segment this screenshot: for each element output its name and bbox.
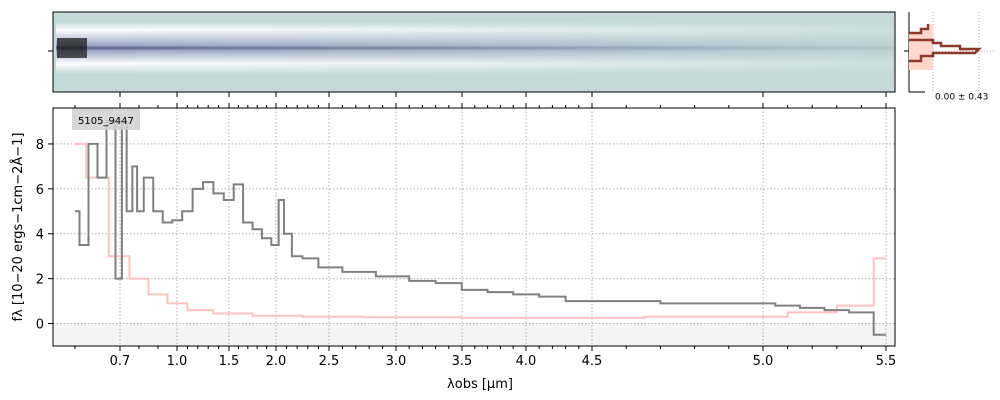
x-tick-label: 4.0 (516, 354, 537, 369)
y-tick-label: 2 (36, 273, 44, 288)
profile-annotation: 0.00 ± 0.43 (935, 93, 988, 103)
2d-noise-fade (56, 22, 895, 74)
y-tick-label: 6 (36, 183, 44, 198)
plot-frame (52, 107, 896, 347)
x-tick-label: 0.7 (110, 354, 131, 369)
y-tick-label: 8 (36, 138, 44, 153)
x-tick-label: 2.5 (319, 354, 340, 369)
series-layer (75, 120, 886, 336)
x-tick-label: 2.0 (266, 354, 287, 369)
profile-line (909, 24, 983, 63)
ticks: 0.7 1.0 1.5 2.0 2.5 3.0 3.5 4.0 4.5 5.0 5.5 0 2 4 6 8 (36, 50, 897, 369)
y-tick-label: 0 (36, 318, 44, 333)
2d-frame (52, 11, 896, 93)
x-tick-label: 1.0 (167, 354, 188, 369)
x-tick-label: 1.5 (219, 354, 240, 369)
object-label: 5105_9447 (78, 116, 134, 127)
spectrum-1d-panel: 5105_9447 0.7 1.0 1.5 2.0 2.5 3.0 3.5 4.0 4.5 5.0… (10, 50, 897, 392)
x-tick-label: 5.0 (753, 354, 774, 369)
profile-panel: 0.00 ± 0.43 (904, 12, 995, 103)
label-box (72, 108, 140, 130)
y-tick-label: 4 (36, 228, 44, 243)
y-axis-label: fλ [10−20 ergs−1cm−2Å−1] (10, 133, 26, 322)
grid (53, 108, 895, 346)
x-tick-label: 3.0 (386, 354, 407, 369)
spectrum-2d-panel (52, 11, 896, 93)
flux-line (75, 120, 886, 336)
x-tick-label: 5.5 (876, 354, 897, 369)
2d-blue-end (57, 38, 87, 58)
x-tick-label: 3.5 (452, 354, 473, 369)
negative-region (53, 324, 895, 346)
x-axis-label: λobs [µm] (447, 377, 513, 392)
x-tick-label: 4.5 (582, 354, 603, 369)
error-line (75, 142, 886, 319)
profile-fill (909, 24, 933, 70)
